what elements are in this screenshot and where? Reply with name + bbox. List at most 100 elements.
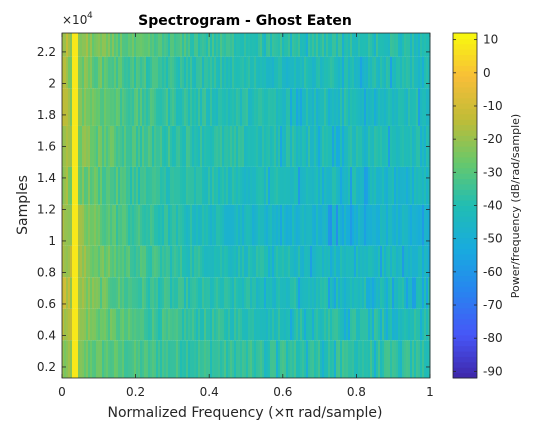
spectrogram-cell — [392, 56, 395, 89]
spectrogram-cell — [124, 33, 127, 57]
spectrogram-cell — [62, 56, 65, 89]
spectrogram-cell — [372, 277, 375, 309]
spectrogram-cell — [142, 56, 145, 89]
spectrogram-cell — [346, 125, 349, 167]
spectrogram-cell — [170, 56, 173, 89]
spectrogram-cell — [154, 308, 157, 341]
spectrogram-cell — [110, 340, 113, 378]
spectrogram-cell — [362, 340, 365, 378]
spectrogram-cell — [196, 125, 199, 167]
spectrogram-cell — [406, 277, 409, 309]
spectrogram-cell — [82, 166, 85, 205]
spectrogram-cell — [272, 308, 275, 341]
spectrogram-cell — [168, 277, 171, 309]
spectrogram-cell — [136, 245, 139, 278]
spectrogram-cell — [406, 56, 409, 89]
spectrogram-cell — [116, 204, 119, 246]
spectrogram-cell — [262, 56, 265, 89]
spectrogram-cell — [370, 125, 373, 167]
spectrogram-cell — [350, 56, 353, 89]
spectrogram-cell — [420, 125, 423, 167]
spectrogram-cell — [224, 204, 227, 246]
spectrogram-cell — [176, 277, 179, 309]
spectrogram-cell — [340, 204, 343, 246]
spectrogram-cell — [100, 125, 103, 167]
spectrogram-cell — [304, 204, 307, 246]
spectrogram-cell — [368, 277, 371, 309]
spectrogram-cell — [312, 88, 315, 126]
spectrogram-cell — [350, 277, 353, 309]
spectrogram-cell — [128, 56, 131, 89]
spectrogram-cell — [216, 245, 219, 278]
spectrogram-cell — [304, 56, 307, 89]
spectrogram-cell — [366, 88, 369, 126]
spectrogram-cell — [212, 204, 215, 246]
spectrogram-cell — [330, 340, 333, 378]
spectrogram-cell — [380, 340, 383, 378]
spectrogram-cell — [216, 340, 219, 378]
spectrogram-cell — [398, 125, 401, 167]
spectrogram-cell — [196, 88, 199, 126]
spectrogram-cell — [202, 56, 205, 89]
spectrogram-cell — [120, 125, 123, 167]
spectrogram-cell — [278, 245, 281, 278]
spectrogram-cell — [110, 204, 113, 246]
spectrogram-cell — [192, 204, 195, 246]
spectrogram-plot — [61, 32, 431, 379]
spectrogram-cell — [62, 33, 65, 57]
spectrogram-cell — [264, 125, 267, 167]
spectrogram-cell — [174, 33, 177, 57]
spectrogram-cell — [336, 277, 339, 309]
spectrogram-cell — [294, 125, 297, 167]
spectrogram-cell — [108, 125, 111, 167]
spectrogram-cell — [398, 277, 401, 309]
spectrogram-cell — [150, 88, 153, 126]
spectrogram-cell — [226, 277, 229, 309]
spectrogram-cell — [408, 56, 411, 89]
spectrogram-cell — [84, 33, 87, 57]
spectrogram-cell — [234, 125, 237, 167]
spectrogram-cell — [310, 125, 313, 167]
spectrogram-cell — [308, 277, 311, 309]
spectrogram-cell — [380, 166, 383, 205]
spectrogram-cell — [238, 125, 241, 167]
spectrogram-cell — [250, 308, 253, 341]
spectrogram-cell — [248, 204, 251, 246]
spectrogram-cell — [196, 166, 199, 205]
spectrogram-cell — [264, 277, 267, 309]
spectrogram-cell — [306, 125, 309, 167]
spectrogram-cell — [374, 88, 377, 126]
spectrogram-cell — [80, 245, 83, 278]
spectrogram-cell — [422, 277, 425, 309]
spectrogram-cell — [274, 245, 277, 278]
spectrogram-cell — [344, 33, 347, 57]
spectrogram-cell — [364, 204, 367, 246]
spectrogram-cell — [138, 308, 141, 341]
spectrogram-cell — [128, 88, 131, 126]
spectrogram-cell — [222, 33, 225, 57]
spectrogram-cell — [384, 88, 387, 126]
spectrogram-cell — [266, 56, 269, 89]
spectrogram-cell — [302, 166, 305, 205]
spectrogram-cell — [82, 33, 85, 57]
spectrogram-cell — [150, 204, 153, 246]
spectrogram-cell — [318, 33, 321, 57]
spectrogram-cell — [362, 33, 365, 57]
spectrogram-cell — [180, 308, 183, 341]
spectrogram-cell — [360, 245, 363, 278]
spectrogram-cell — [160, 340, 163, 378]
spectrogram-cell — [126, 125, 129, 167]
spectrogram-cell — [134, 33, 137, 57]
spectrogram-cell — [80, 56, 83, 89]
spectrogram-cell — [234, 56, 237, 89]
spectrogram-cell — [198, 340, 201, 378]
spectrogram-cell — [94, 88, 97, 126]
spectrogram-cell — [256, 56, 259, 89]
spectrogram-cell — [120, 56, 123, 89]
spectrogram-cell — [420, 340, 423, 378]
spectrogram-cell — [108, 33, 111, 57]
spectrogram-cell — [328, 340, 331, 378]
spectrogram-cell — [160, 204, 163, 246]
spectrogram-cell — [72, 277, 75, 309]
spectrogram-cell — [324, 308, 327, 341]
